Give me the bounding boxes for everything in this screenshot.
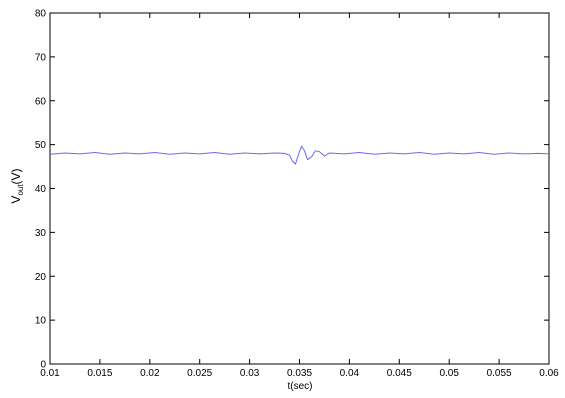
x-tick-label: 0.04: [340, 368, 360, 379]
y-tick-label: 50: [35, 140, 47, 151]
x-tick-label: 0.05: [439, 368, 459, 379]
axes: [49, 12, 550, 365]
y-tick-label: 80: [35, 9, 47, 20]
y-tick-label: 0: [40, 360, 46, 371]
y-axis-label-main: V: [9, 196, 23, 204]
y-tick-label: 60: [35, 96, 47, 107]
y-tick-label: 40: [35, 184, 47, 195]
x-tick-label: 0.02: [140, 368, 160, 379]
series: [49, 145, 550, 165]
series-line: [49, 145, 550, 165]
x-tick-label: 0.03: [240, 368, 260, 379]
y-tick-label: 10: [35, 316, 47, 327]
plot-frame: [49, 12, 550, 365]
y-tick-label: 70: [35, 52, 47, 63]
x-tick-label: 0.035: [287, 368, 312, 379]
y-axis-label: Vout(V): [9, 168, 25, 203]
x-tick-label: 0.055: [487, 368, 512, 379]
x-tick-label: 0.045: [387, 368, 412, 379]
x-tick-label: 0.025: [187, 368, 212, 379]
y-axis-label-sub: out: [16, 184, 25, 196]
x-axis-label: t(sec): [288, 381, 313, 392]
x-tick-label: 0.06: [539, 368, 559, 379]
y-tick-label: 30: [35, 228, 47, 239]
y-tick-label: 20: [35, 272, 47, 283]
x-tick-label: 0.01: [40, 368, 60, 379]
x-tick-label: 0.015: [87, 368, 112, 379]
y-axis-label-tail: (V): [9, 168, 23, 184]
ticks: 0.01 0.015 0.02 0.025 0.03 0.035 0.04 0.045 0.05…: [35, 9, 559, 380]
